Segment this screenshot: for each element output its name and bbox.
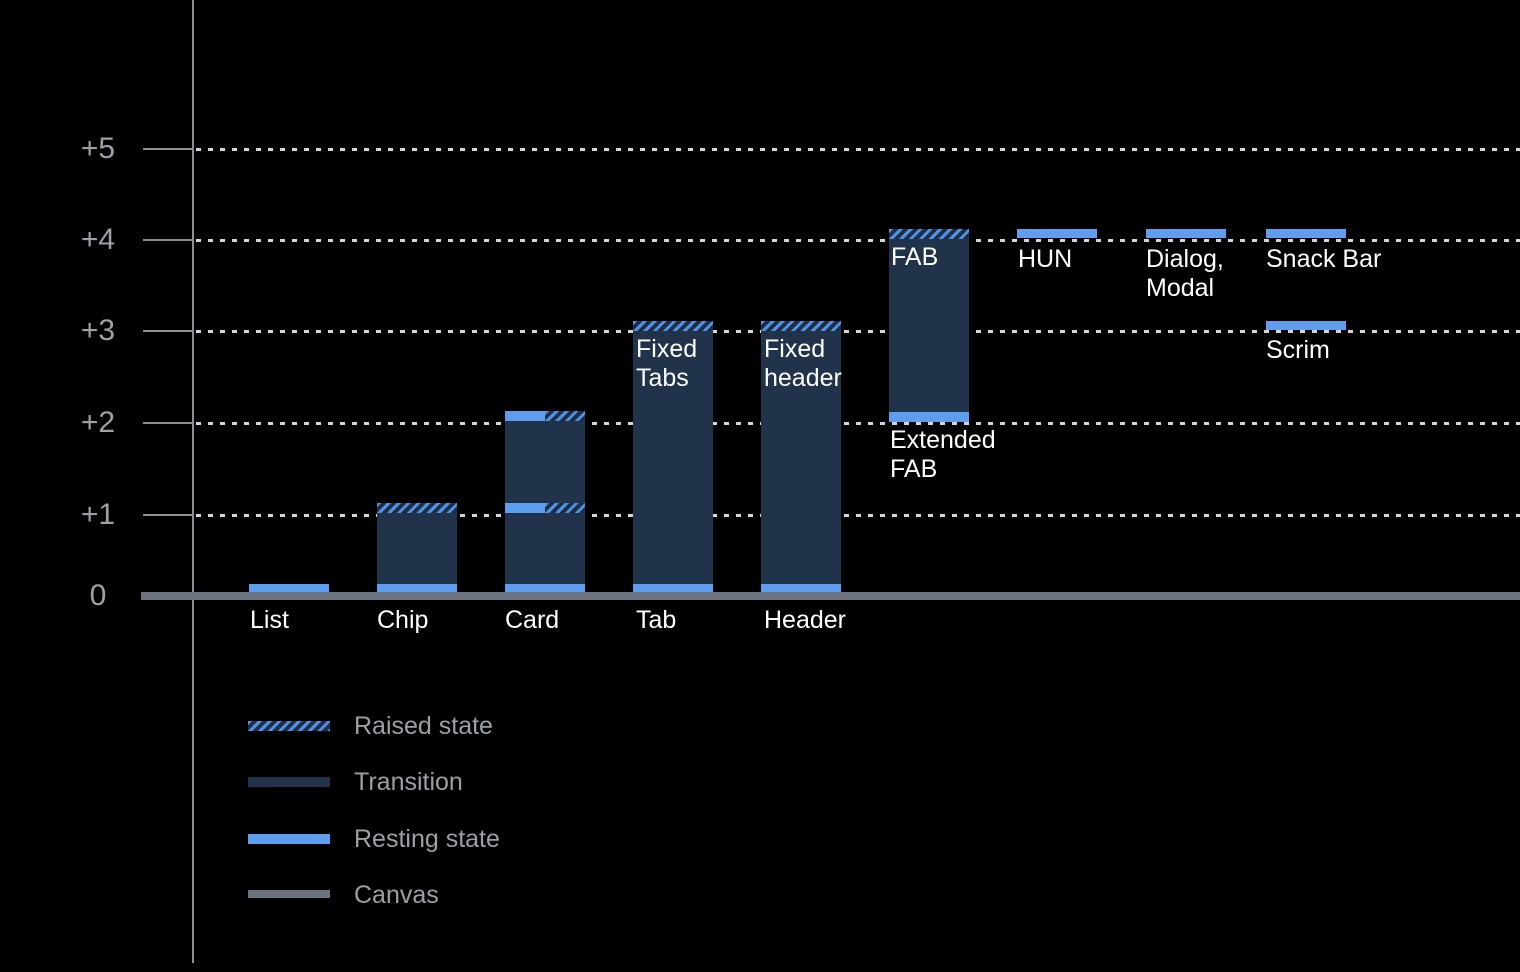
legend-raised-label: Raised state xyxy=(354,712,493,740)
y-label-plus1: +1 xyxy=(80,498,116,531)
legend-canvas-swatch xyxy=(248,890,330,898)
card-resting xyxy=(505,584,585,592)
card-transition-upper xyxy=(505,421,585,503)
y-tick-plus3 xyxy=(143,330,192,332)
legend-raised-swatch xyxy=(248,721,330,731)
snackbar-resting xyxy=(1266,229,1346,238)
fab-in-bar-label: FAB xyxy=(891,243,939,271)
tab-raised xyxy=(633,321,713,331)
legend-transition-swatch xyxy=(248,777,330,787)
y-label-zero: 0 xyxy=(89,579,107,612)
dialog-modal-label-line-2: Modal xyxy=(1146,274,1215,302)
y-tick-plus5 xyxy=(143,148,192,150)
y-label-plus3: +3 xyxy=(80,314,116,347)
dialog-resting xyxy=(1146,229,1226,238)
gridline-plus2 xyxy=(196,422,1520,425)
tab-in-bar-label: Fixed Tabs xyxy=(636,335,697,393)
tab-in-bar-label-line-1: Fixed xyxy=(636,335,698,363)
extended-fab-label: Extended FAB xyxy=(890,426,996,484)
extended-fab-label-line-1: Extended xyxy=(890,426,996,454)
gridline-plus3 xyxy=(196,330,1520,333)
card-transition-lower xyxy=(505,513,585,584)
extended-fab-label-line-2: FAB xyxy=(890,455,938,483)
legend-resting-label: Resting state xyxy=(354,825,500,853)
chip-label: Chip xyxy=(377,606,429,634)
y-tick-plus4 xyxy=(143,239,192,241)
chip-raised xyxy=(377,503,457,513)
card-label: Card xyxy=(505,606,560,634)
header-in-bar-label-line-1: Fixed xyxy=(764,335,826,363)
scrim-resting xyxy=(1266,321,1346,330)
scrim-label: Scrim xyxy=(1266,336,1330,364)
canvas-baseline xyxy=(141,592,1520,600)
hun-label: HUN xyxy=(1018,245,1073,273)
list-resting xyxy=(249,584,329,592)
header-raised xyxy=(761,321,841,331)
header-resting xyxy=(761,584,841,592)
y-label-plus5: +5 xyxy=(80,132,116,165)
dialog-modal-label-line-1: Dialog, xyxy=(1146,245,1224,273)
header-in-bar-label-line-2: header xyxy=(764,364,842,392)
card-resting-top xyxy=(505,411,545,421)
card-raised-top xyxy=(545,411,585,421)
header-label: Header xyxy=(764,606,846,634)
card-resting-mid xyxy=(505,503,545,513)
gridline-plus4 xyxy=(196,239,1520,242)
header-transition xyxy=(761,331,841,584)
y-label-plus2: +2 xyxy=(80,406,116,439)
gridline-plus1 xyxy=(196,514,1520,517)
fab-raised xyxy=(889,229,969,239)
y-label-plus4: +4 xyxy=(80,223,116,256)
tab-in-bar-label-line-2: Tabs xyxy=(636,364,689,392)
legend-canvas-label: Canvas xyxy=(354,881,439,909)
tab-label: Tab xyxy=(636,606,677,634)
dialog-modal-label: Dialog, Modal xyxy=(1146,245,1224,303)
y-tick-plus1 xyxy=(143,514,192,516)
chip-resting xyxy=(377,584,457,592)
legend-resting-swatch xyxy=(248,834,330,844)
y-axis-line xyxy=(192,0,194,963)
fab-resting xyxy=(889,412,969,422)
card-raised-mid xyxy=(545,503,585,513)
tab-resting xyxy=(633,584,713,592)
gridline-plus5 xyxy=(196,148,1520,151)
snackbar-label: Snack Bar xyxy=(1266,245,1382,273)
fab-transition xyxy=(889,239,969,412)
tab-transition xyxy=(633,331,713,584)
hun-resting xyxy=(1017,229,1097,238)
legend-transition-label: Transition xyxy=(354,768,463,796)
y-tick-plus2 xyxy=(143,422,192,424)
chip-transition xyxy=(377,513,457,584)
list-label: List xyxy=(250,606,289,634)
header-in-bar-label: Fixed header xyxy=(764,335,842,393)
